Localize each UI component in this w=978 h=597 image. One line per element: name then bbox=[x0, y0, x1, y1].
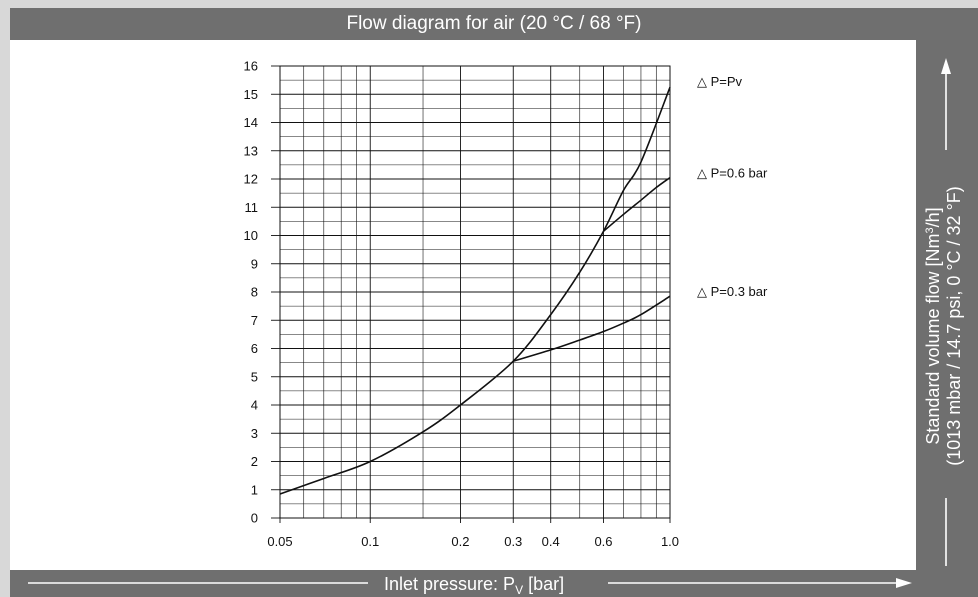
legend-label-2: △ P=0.3 bar bbox=[697, 284, 768, 299]
y-axis-title-bar bbox=[916, 40, 978, 570]
series-line-2 bbox=[513, 295, 671, 362]
y-tick-label: 13 bbox=[244, 143, 258, 158]
y-axis-label-line1: Standard volume flow [Nm3/h] bbox=[923, 207, 943, 444]
y-axis-title: Standard volume flow [Nm3/h] (1013 mbar … bbox=[923, 58, 964, 566]
grid-major-vertical bbox=[279, 66, 671, 523]
x-axis-title: Inlet pressure: PV [bar] bbox=[28, 574, 912, 597]
y-tick-label: 10 bbox=[244, 228, 258, 243]
y-tick-label: 7 bbox=[251, 313, 258, 328]
x-tick-labels: 0.05 0.1 0.2 0.3 0.4 0.6 1.0 bbox=[267, 534, 679, 549]
chart-title: Flow diagram for air (20 °C / 68 °F) bbox=[346, 13, 642, 34]
x-tick-label: 0.2 bbox=[451, 534, 469, 549]
y-axis-label-line2: (1013 mbar / 14.7 psi, 0 °C / 32 °F) bbox=[944, 186, 964, 466]
x-arrow-head bbox=[896, 578, 912, 588]
plot-area bbox=[10, 40, 916, 570]
legend-label-0: △ P=Pv bbox=[697, 74, 743, 89]
left-border bbox=[0, 0, 10, 597]
x-tick-label: 0.1 bbox=[361, 534, 379, 549]
y-tick-label: 11 bbox=[245, 200, 259, 215]
y-tick-label: 5 bbox=[251, 369, 258, 384]
plot-frame bbox=[271, 65, 671, 519]
legend-label-1: △ P=0.6 bar bbox=[697, 166, 768, 181]
series-line-0 bbox=[279, 86, 671, 495]
series-lines bbox=[279, 86, 671, 495]
y-arrow-head bbox=[941, 58, 951, 74]
y-tick-label: 14 bbox=[244, 115, 258, 130]
y-tick-label: 2 bbox=[251, 454, 258, 469]
x-tick-label: 1.0 bbox=[661, 534, 679, 549]
y-tick-label: 8 bbox=[251, 285, 258, 300]
y-tick-label: 6 bbox=[251, 341, 258, 356]
y-tick-label: 16 bbox=[244, 59, 258, 74]
y-tick-label: 0 bbox=[251, 511, 258, 526]
y-tick-label: 1 bbox=[251, 482, 258, 497]
x-axis-label: Inlet pressure: PV [bar] bbox=[384, 574, 564, 597]
y-tick-label: 4 bbox=[251, 398, 258, 413]
legend: △ P=Pv △ P=0.6 bar △ P=0.3 bar bbox=[697, 74, 768, 299]
y-tick-label: 3 bbox=[251, 426, 258, 441]
top-border bbox=[0, 0, 978, 8]
y-tick-label: 9 bbox=[251, 256, 258, 271]
x-tick-label: 0.3 bbox=[504, 534, 522, 549]
x-tick-label: 0.05 bbox=[267, 534, 292, 549]
grid-horizontal bbox=[280, 65, 670, 519]
y-tick-label: 15 bbox=[244, 87, 258, 102]
chart-title-bar: Flow diagram for air (20 °C / 68 °F) bbox=[10, 8, 978, 40]
x-tick-label: 0.4 bbox=[542, 534, 560, 549]
series-line-1 bbox=[602, 176, 671, 232]
y-tick-label: 12 bbox=[244, 172, 258, 187]
x-tick-label: 0.6 bbox=[594, 534, 612, 549]
